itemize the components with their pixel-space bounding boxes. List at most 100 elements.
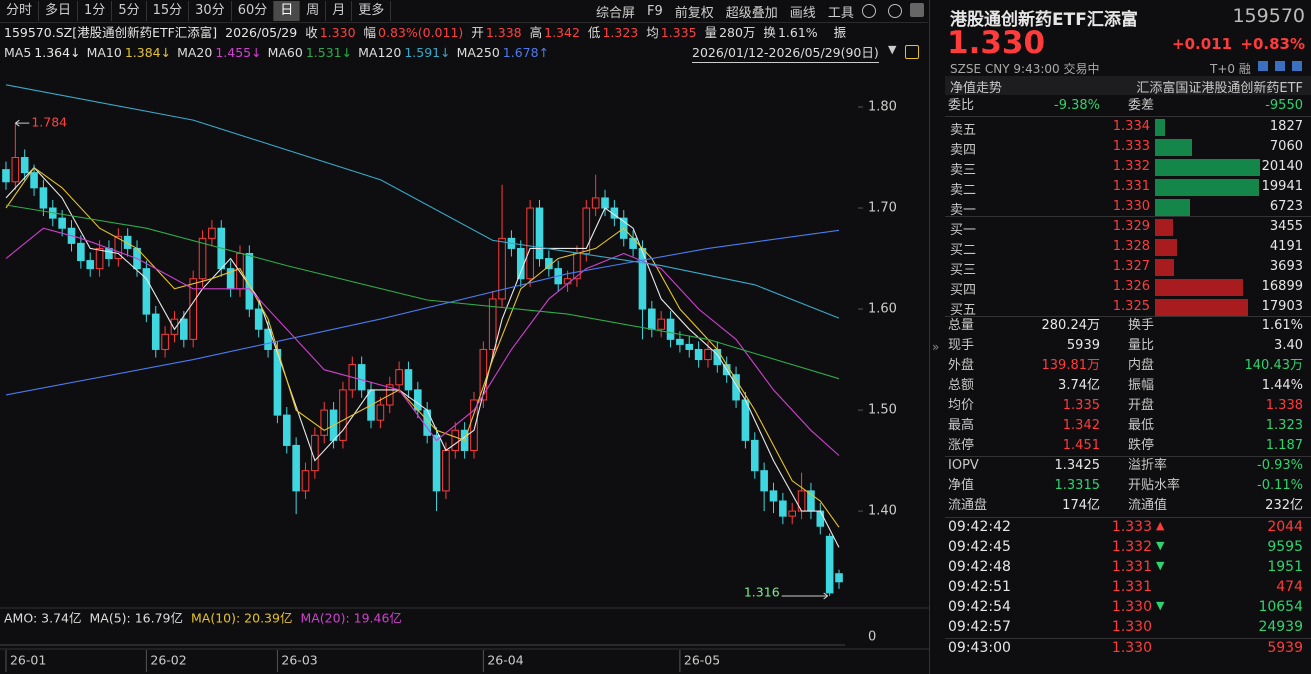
- legend-item: MA5 1.364↓: [4, 45, 81, 60]
- tool-button[interactable]: 前复权: [674, 5, 714, 21]
- period-tab[interactable]: 15分: [147, 1, 190, 21]
- nav-row: [945, 76, 1311, 95]
- trade-arrow: ▼: [1156, 539, 1165, 552]
- value: 140.43万: [1244, 358, 1304, 373]
- book-label: 卖一: [950, 203, 977, 218]
- settings-gear[interactable]: [862, 4, 876, 18]
- period-tab[interactable]: 多日: [39, 1, 79, 21]
- trade-price: 1.331: [1111, 579, 1152, 595]
- candle-body: [311, 434, 319, 472]
- candle-body: [648, 308, 656, 330]
- period-tab[interactable]: 周: [300, 1, 327, 21]
- legend-value: 1.384↓: [124, 45, 172, 60]
- tool-button[interactable]: F9: [647, 3, 663, 19]
- candle-body: [779, 500, 787, 517]
- fund-code: 159570: [1232, 5, 1305, 27]
- label: 最低: [1128, 418, 1155, 433]
- info-bar: 159570.SZ[港股通创新药ETF汇添富] 2026/05/29 收 1.330 幅…: [4, 23, 854, 42]
- info-label: 量: [704, 25, 718, 40]
- candle-body: [825, 535, 834, 594]
- candle-body: [694, 348, 703, 361]
- candle-body: [769, 490, 778, 502]
- book-bar: [1155, 259, 1175, 276]
- info-value: 1.61%: [777, 25, 818, 40]
- separator: [945, 116, 1311, 117]
- period-tab[interactable]: 更多: [352, 1, 392, 21]
- period-tab[interactable]: 5分: [112, 1, 147, 21]
- separator: [945, 216, 1311, 217]
- edit-icon[interactable]: [1258, 61, 1268, 71]
- more-icon[interactable]: [1292, 61, 1302, 71]
- nav-title[interactable]: 净值走势: [950, 81, 1003, 96]
- book-bar: [1155, 159, 1260, 176]
- candle-body: [77, 242, 85, 262]
- settings-icon[interactable]: [905, 45, 919, 59]
- candle-body: [470, 399, 478, 451]
- trade-time: 09:42:57: [948, 619, 1011, 635]
- low-arrow: [781, 592, 828, 600]
- y-tick-label: 1.40: [868, 504, 897, 519]
- info-label: 高: [529, 25, 543, 40]
- trade-volume: 474: [1276, 579, 1303, 595]
- info-value: 1.342: [544, 25, 580, 40]
- x-tick-label: 26-05: [684, 653, 720, 668]
- period-tab[interactable]: 30分: [189, 1, 232, 21]
- candle-body: [488, 298, 497, 350]
- trading-status: 交易中: [1063, 62, 1100, 76]
- label: 换手: [1128, 318, 1155, 333]
- candle-body: [339, 389, 347, 441]
- ma-line: [5, 227, 840, 456]
- collapse-toggle[interactable]: »: [932, 340, 940, 354]
- range-dropdown-icon[interactable]: ▼: [888, 43, 897, 56]
- alarm-icon[interactable]: [888, 4, 902, 18]
- period-tab[interactable]: 分时: [0, 1, 40, 21]
- tool-button[interactable]: 工具: [827, 5, 854, 21]
- tool-button[interactable]: 画线: [789, 5, 816, 21]
- book-volume: 1827: [1269, 119, 1303, 134]
- period-tab[interactable]: 60分: [232, 1, 275, 21]
- candle-body: [180, 318, 188, 340]
- candle-body: [657, 318, 665, 330]
- tool-button[interactable]: 综合屏: [596, 5, 636, 21]
- info-item: 均 1.335: [646, 25, 696, 40]
- book-price: 1.331: [1112, 179, 1150, 194]
- date-range[interactable]: 2026/01/12-2026/05/29(90日): [692, 43, 879, 63]
- volume-legend: AMO: 3.74亿: [4, 611, 81, 626]
- separator: [945, 316, 1311, 317]
- info-label: 收: [305, 25, 318, 40]
- flag-icon[interactable]: [1275, 61, 1285, 71]
- candle-body: [20, 157, 29, 174]
- label: 总额: [948, 378, 975, 393]
- trade-price: 1.333: [1111, 519, 1152, 535]
- book-label: 买三: [950, 263, 977, 278]
- info-item: 收 1.330: [305, 25, 355, 40]
- legend-item: MA120 1.591↓: [358, 45, 450, 60]
- book-bar: [1155, 199, 1191, 216]
- tool-button[interactable]: 超级叠加: [725, 5, 778, 21]
- info-value: 1.338: [485, 25, 522, 40]
- book-price: 1.333: [1112, 139, 1150, 154]
- label: 委比: [948, 98, 975, 113]
- period-tab[interactable]: 日: [274, 1, 301, 21]
- trade-volume: 5939: [1267, 640, 1303, 656]
- value: 1.323: [1265, 418, 1303, 433]
- trade-time: 09:42:51: [948, 579, 1011, 595]
- period-tab[interactable]: 1分: [78, 1, 113, 21]
- y-tick-label: 1.70: [868, 201, 897, 216]
- legend-name: MA20: [177, 45, 213, 60]
- period-tab[interactable]: 月: [326, 1, 353, 21]
- label: 委差: [1128, 98, 1155, 113]
- candle-body: [797, 490, 806, 512]
- low-label: 1.316: [744, 584, 780, 599]
- value: 232亿: [1265, 498, 1303, 513]
- trade-time: 09:42:54: [948, 599, 1011, 615]
- book-price: 1.330: [1112, 199, 1150, 214]
- window-icon[interactable]: [910, 3, 924, 17]
- info-value: 1.330: [319, 25, 356, 40]
- candle-body: [704, 348, 712, 361]
- label: IOPV: [948, 458, 979, 473]
- stats-table: 总量 280.24万 换手 1.61% 现手 5939 量比 3.40 外盘 139.81万 内…: [948, 316, 1303, 456]
- ma-line: [5, 229, 840, 396]
- x-tick-label: 26-04: [487, 653, 523, 668]
- candle-body: [601, 197, 609, 209]
